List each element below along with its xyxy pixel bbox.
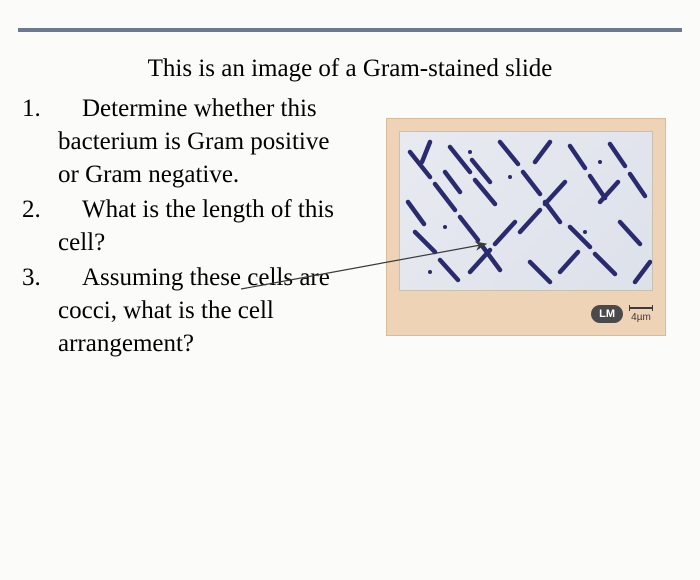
divider-line: [18, 28, 682, 32]
scale-indicator: 4µm: [629, 305, 653, 323]
item-number: 3.: [22, 261, 58, 360]
item-number: 1.: [22, 92, 58, 191]
microscope-image-frame: LM 4µm: [386, 118, 666, 336]
item-text: Determine whether this bacterium is Gram…: [58, 92, 338, 191]
microscope-image: [399, 131, 653, 291]
item-text: Assuming these cells are cocci, what is …: [58, 261, 338, 360]
item-text: What is the length of this cell?: [58, 193, 338, 259]
item-number: 2.: [22, 193, 58, 259]
lm-badge: LM: [591, 305, 623, 323]
bacteria-illustration: [400, 132, 653, 291]
scale-label: 4µm: [631, 312, 651, 323]
image-caption-row: LM 4µm: [591, 305, 653, 323]
scale-bar-icon: [629, 305, 653, 311]
page-title: This is an image of a Gram-stained slide: [0, 55, 700, 83]
